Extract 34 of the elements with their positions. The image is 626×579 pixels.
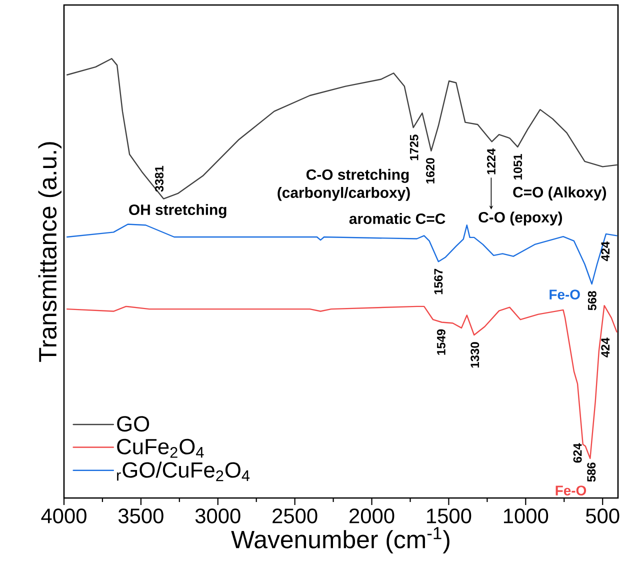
annotation: 1051 [514, 154, 522, 180]
annotation: 424 [601, 241, 610, 262]
annotation: 1330 [470, 342, 480, 368]
annotation: 1567 [434, 268, 443, 294]
x-tick-label: 3000 [195, 508, 240, 524]
annotation: aromatic C=C [349, 213, 446, 224]
x-tick-label: 1000 [504, 508, 548, 524]
annotation: 568 [588, 291, 596, 310]
annotation: Fe-O [550, 290, 580, 300]
y-axis-title: Transmittance (a.u.) [38, 142, 62, 362]
annotation: Fe-O [556, 486, 586, 496]
annotation: (carbonyl/carboxy) [278, 186, 410, 201]
x-tick-label: 1500 [427, 508, 472, 524]
legend-label: GO [117, 416, 150, 432]
annotation: 586 [587, 462, 596, 482]
legend-label: CuFe$_{2}$O$_{4}$ [117, 438, 204, 458]
annotation: C=O (Alkoxy) [513, 186, 606, 200]
annotation: 1549 [436, 329, 446, 355]
x-tick-label: 2500 [272, 508, 318, 524]
annotation: 1620 [426, 158, 434, 184]
legend-label: $_{r}$GO/CuFe$_{2}$O$_{4}$ [117, 462, 250, 482]
x-tick-label: 2000 [350, 508, 394, 524]
x-tick-label: 500 [586, 508, 620, 524]
annotation: C-O stretching [306, 168, 409, 183]
annotation: C-O (epoxy) [478, 212, 562, 226]
x-tick-label: 4000 [41, 508, 86, 524]
annotation: 624 [573, 443, 582, 463]
annotation: 1725 [410, 134, 418, 160]
annotation: 3381 [155, 166, 164, 192]
x-tick-label: 3500 [118, 508, 164, 524]
annotation: 1224 [487, 148, 496, 174]
annotation: OH stretching [129, 204, 226, 218]
annotation: 424 [601, 338, 610, 358]
x-axis-title: Wavenumber (cm$^{-1}$) [231, 527, 450, 554]
